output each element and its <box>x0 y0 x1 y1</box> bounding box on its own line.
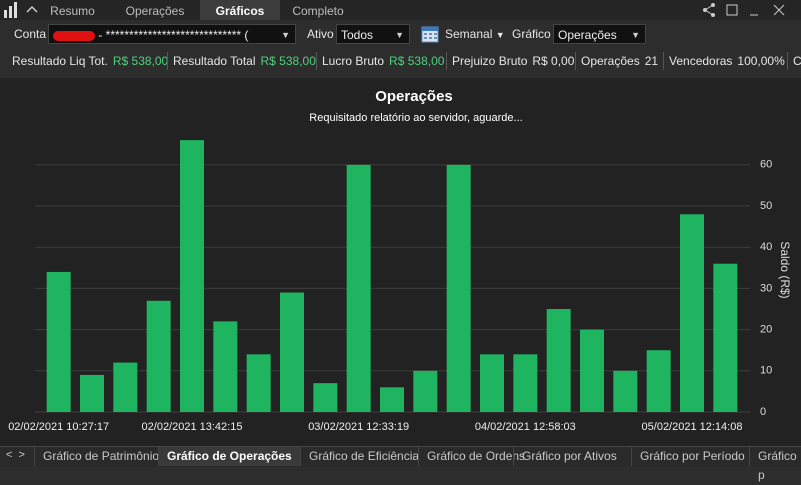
stat-label: Operações <box>581 54 640 68</box>
stat-label: Resultado Total <box>173 54 256 68</box>
ativo-value: Todos <box>341 28 374 42</box>
stat-value: R$ 538,00 <box>389 54 445 68</box>
x-tick-label: 04/02/2021 12:58:03 <box>475 421 576 433</box>
x-tick-label: 05/02/2021 12:14:08 <box>642 421 743 433</box>
conta-label: Conta <box>14 27 47 41</box>
bar <box>346 164 371 412</box>
stat-separator <box>575 52 576 70</box>
y-tick-label: 20 <box>760 324 772 336</box>
tab-resumo[interactable]: Resumo <box>50 4 95 18</box>
bar <box>680 214 704 412</box>
x-tick-label: 02/02/2021 13:42:15 <box>142 421 243 433</box>
bar <box>180 140 204 413</box>
grafico-label: Gráfico <box>512 27 551 41</box>
period-selector[interactable]: Semanal ▼ <box>445 27 505 41</box>
stat-separator <box>663 52 664 70</box>
bar <box>546 309 571 412</box>
stat-label: C <box>793 54 801 68</box>
calendar-icon[interactable] <box>421 25 439 43</box>
stat-label: Prejuizo Bruto <box>452 54 528 68</box>
grafico-value: Operações <box>558 28 617 42</box>
conta-value: - ***************************** ( <box>98 28 249 42</box>
stat-separator <box>316 52 317 70</box>
ativo-dropdown[interactable]: Todos ▼ <box>336 24 410 44</box>
x-tick-label: 02/02/2021 10:27:17 <box>8 421 109 433</box>
stat-item: Resultado Total R$ 538,00 <box>173 53 316 69</box>
chart: Operações Requisitado relatório ao servi… <box>0 78 801 446</box>
redacted <box>53 30 95 41</box>
bottom-tab[interactable]: Gráfico por Período <box>631 447 753 466</box>
stat-value: R$ 538,00 <box>260 54 316 68</box>
bar <box>580 329 604 412</box>
y-tick-label: 30 <box>760 282 772 294</box>
stat-separator <box>787 52 788 70</box>
y-tick-label: 50 <box>760 200 772 212</box>
bar <box>613 370 638 412</box>
stat-item: Operações 21 <box>581 53 658 69</box>
y-tick-label: 40 <box>760 241 772 253</box>
period-value: Semanal <box>445 27 493 41</box>
bar <box>646 350 671 412</box>
x-tick-label: 03/02/2021 12:33:19 <box>308 421 409 433</box>
stat-item: Prejuizo Bruto R$ 0,00 <box>452 53 574 69</box>
tab-scroll-arrows[interactable]: < > <box>6 449 25 461</box>
bar <box>413 370 438 412</box>
bottom-tab[interactable]: Gráfico por Ativos <box>513 447 625 466</box>
y-tick-label: 10 <box>760 365 772 377</box>
stat-value: R$ 538,00 <box>112 54 169 68</box>
stat-item: C <box>793 53 801 69</box>
stat-separator <box>446 52 447 70</box>
bar <box>280 292 304 412</box>
stat-item: Lucro Bruto R$ 538,00 <box>322 53 444 69</box>
app-icons <box>4 2 38 18</box>
bottom-tab[interactable]: Gráfico de Ordens <box>418 447 533 466</box>
stat-item: Vencedoras 100,00% <box>669 53 785 69</box>
ativo-label: Ativo <box>307 27 334 41</box>
bottom-tab[interactable]: Gráfico de Patrimônio <box>34 447 167 466</box>
bar <box>46 271 71 412</box>
bottom-tab[interactable]: Gráfico de Operações <box>158 447 300 466</box>
stat-label: Lucro Bruto <box>322 54 385 68</box>
bar <box>380 387 404 412</box>
conta-dropdown[interactable]: - ***************************** ( ▼ <box>48 24 296 44</box>
tab-graficos[interactable]: Gráficos <box>200 0 280 20</box>
bar <box>113 362 138 412</box>
bar <box>513 354 538 412</box>
bar <box>446 164 471 412</box>
bottom-tab[interactable]: Gráfico p <box>749 447 801 482</box>
bar <box>246 354 271 412</box>
y-tick-label: 60 <box>760 159 772 171</box>
chart-subtitle: Requisitado relatório ao servidor, aguar… <box>309 112 522 124</box>
stat-label: Resultado Liq Tot. <box>12 54 108 68</box>
bar <box>713 263 738 412</box>
bar <box>80 374 104 412</box>
stat-value: R$ 0,00 <box>532 54 575 68</box>
bottom-tab[interactable]: Gráfico de Eficiência <box>300 447 427 466</box>
stat-value: 100,00% <box>737 54 785 68</box>
stat-separator <box>167 52 168 70</box>
bar <box>213 321 238 412</box>
bar <box>313 383 338 412</box>
bar <box>480 354 504 412</box>
y-tick-label: 0 <box>760 406 766 418</box>
stat-label: Vencedoras <box>669 54 733 68</box>
stat-item: Resultado Liq Tot. R$ 538,00 <box>12 53 168 69</box>
bar <box>146 300 171 412</box>
y-axis-label: Saldo (R$) <box>778 241 792 298</box>
chart-title: Operações <box>375 88 453 105</box>
stat-value: 21 <box>644 54 659 68</box>
tab-operacoes[interactable]: Operações <box>125 4 185 18</box>
grafico-dropdown[interactable]: Operações ▼ <box>553 24 646 44</box>
tab-completo[interactable]: Completo <box>292 4 344 18</box>
window-controls[interactable] <box>700 2 800 18</box>
